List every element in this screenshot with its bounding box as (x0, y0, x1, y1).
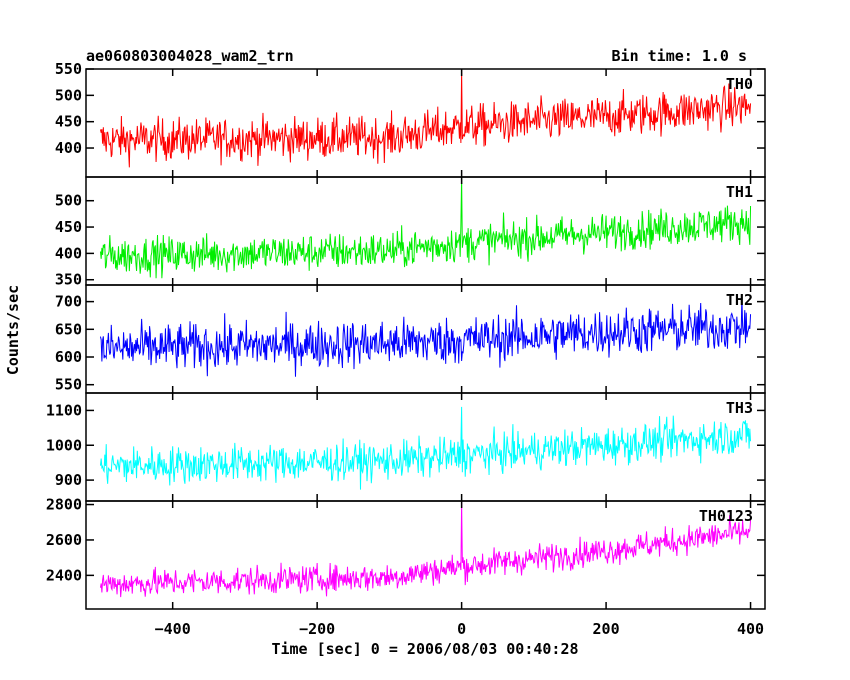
panel-label-th3: TH3 (726, 399, 753, 417)
series-th1 (99, 177, 752, 279)
x-tick-label: 400 (737, 620, 764, 638)
y-axis-label: Counts/sec (4, 285, 22, 375)
y-tick-label: 2400 (46, 566, 82, 584)
x-axis: −400 −200 0 200 400 (155, 620, 764, 638)
y-tick-label: 500 (55, 86, 82, 104)
y-tick-label: 450 (55, 218, 82, 236)
y-tick-label: 550 (55, 376, 82, 394)
series-th0 (99, 69, 752, 168)
y-tick-label: 2800 (46, 496, 82, 514)
panel-th0: 400 450 500 550 TH0 (55, 60, 766, 178)
y-tick-label: 1000 (46, 436, 82, 454)
x-axis-label: Time [sec] 0 = 2006/08/03 00:40:28 (271, 640, 578, 658)
series-th3 (99, 406, 752, 490)
x-tick-label: 200 (593, 620, 620, 638)
series-th2 (99, 295, 752, 377)
y-tick-label: 2600 (46, 531, 82, 549)
x-tick-label: 0 (457, 620, 466, 638)
y-tick-label: 600 (55, 348, 82, 366)
series-th0123 (99, 501, 752, 598)
panel-frame (85, 500, 766, 610)
chart-title-left: ae060803004028_wam2_trn (86, 47, 294, 65)
x-tick-label: −400 (155, 620, 191, 638)
x-tick-label: −200 (299, 620, 335, 638)
panel-th1: 350 400 450 500 TH1 (55, 176, 766, 289)
y-tick-label: 650 (55, 320, 82, 338)
panel-label-th0123: TH0123 (699, 507, 753, 525)
y-tick-label: 500 (55, 192, 82, 210)
y-tick-label: 550 (55, 60, 82, 78)
y-tick-label: 1100 (46, 401, 82, 419)
panel-th3: 900 1000 1100 TH3 (46, 392, 766, 502)
y-tick-label: 400 (55, 244, 82, 262)
panel-label-th1: TH1 (726, 183, 753, 201)
panel-label-th2: TH2 (726, 291, 753, 309)
chart-title-right: Bin time: 1.0 s (612, 47, 747, 65)
panels-group: 400 450 500 550 TH0 350 400 450 500 TH1 550 600 650 7… (46, 60, 766, 610)
panel-label-th0: TH0 (726, 75, 753, 93)
panel-th0123: 2400 2600 2800 TH0123 (46, 496, 766, 610)
y-tick-label: 450 (55, 113, 82, 131)
panel-th2: 550 600 650 700 TH2 (55, 284, 766, 394)
y-tick-label: 900 (55, 471, 82, 489)
y-tick-label: 350 (55, 271, 82, 289)
y-tick-label: 700 (55, 293, 82, 311)
y-tick-label: 400 (55, 139, 82, 157)
